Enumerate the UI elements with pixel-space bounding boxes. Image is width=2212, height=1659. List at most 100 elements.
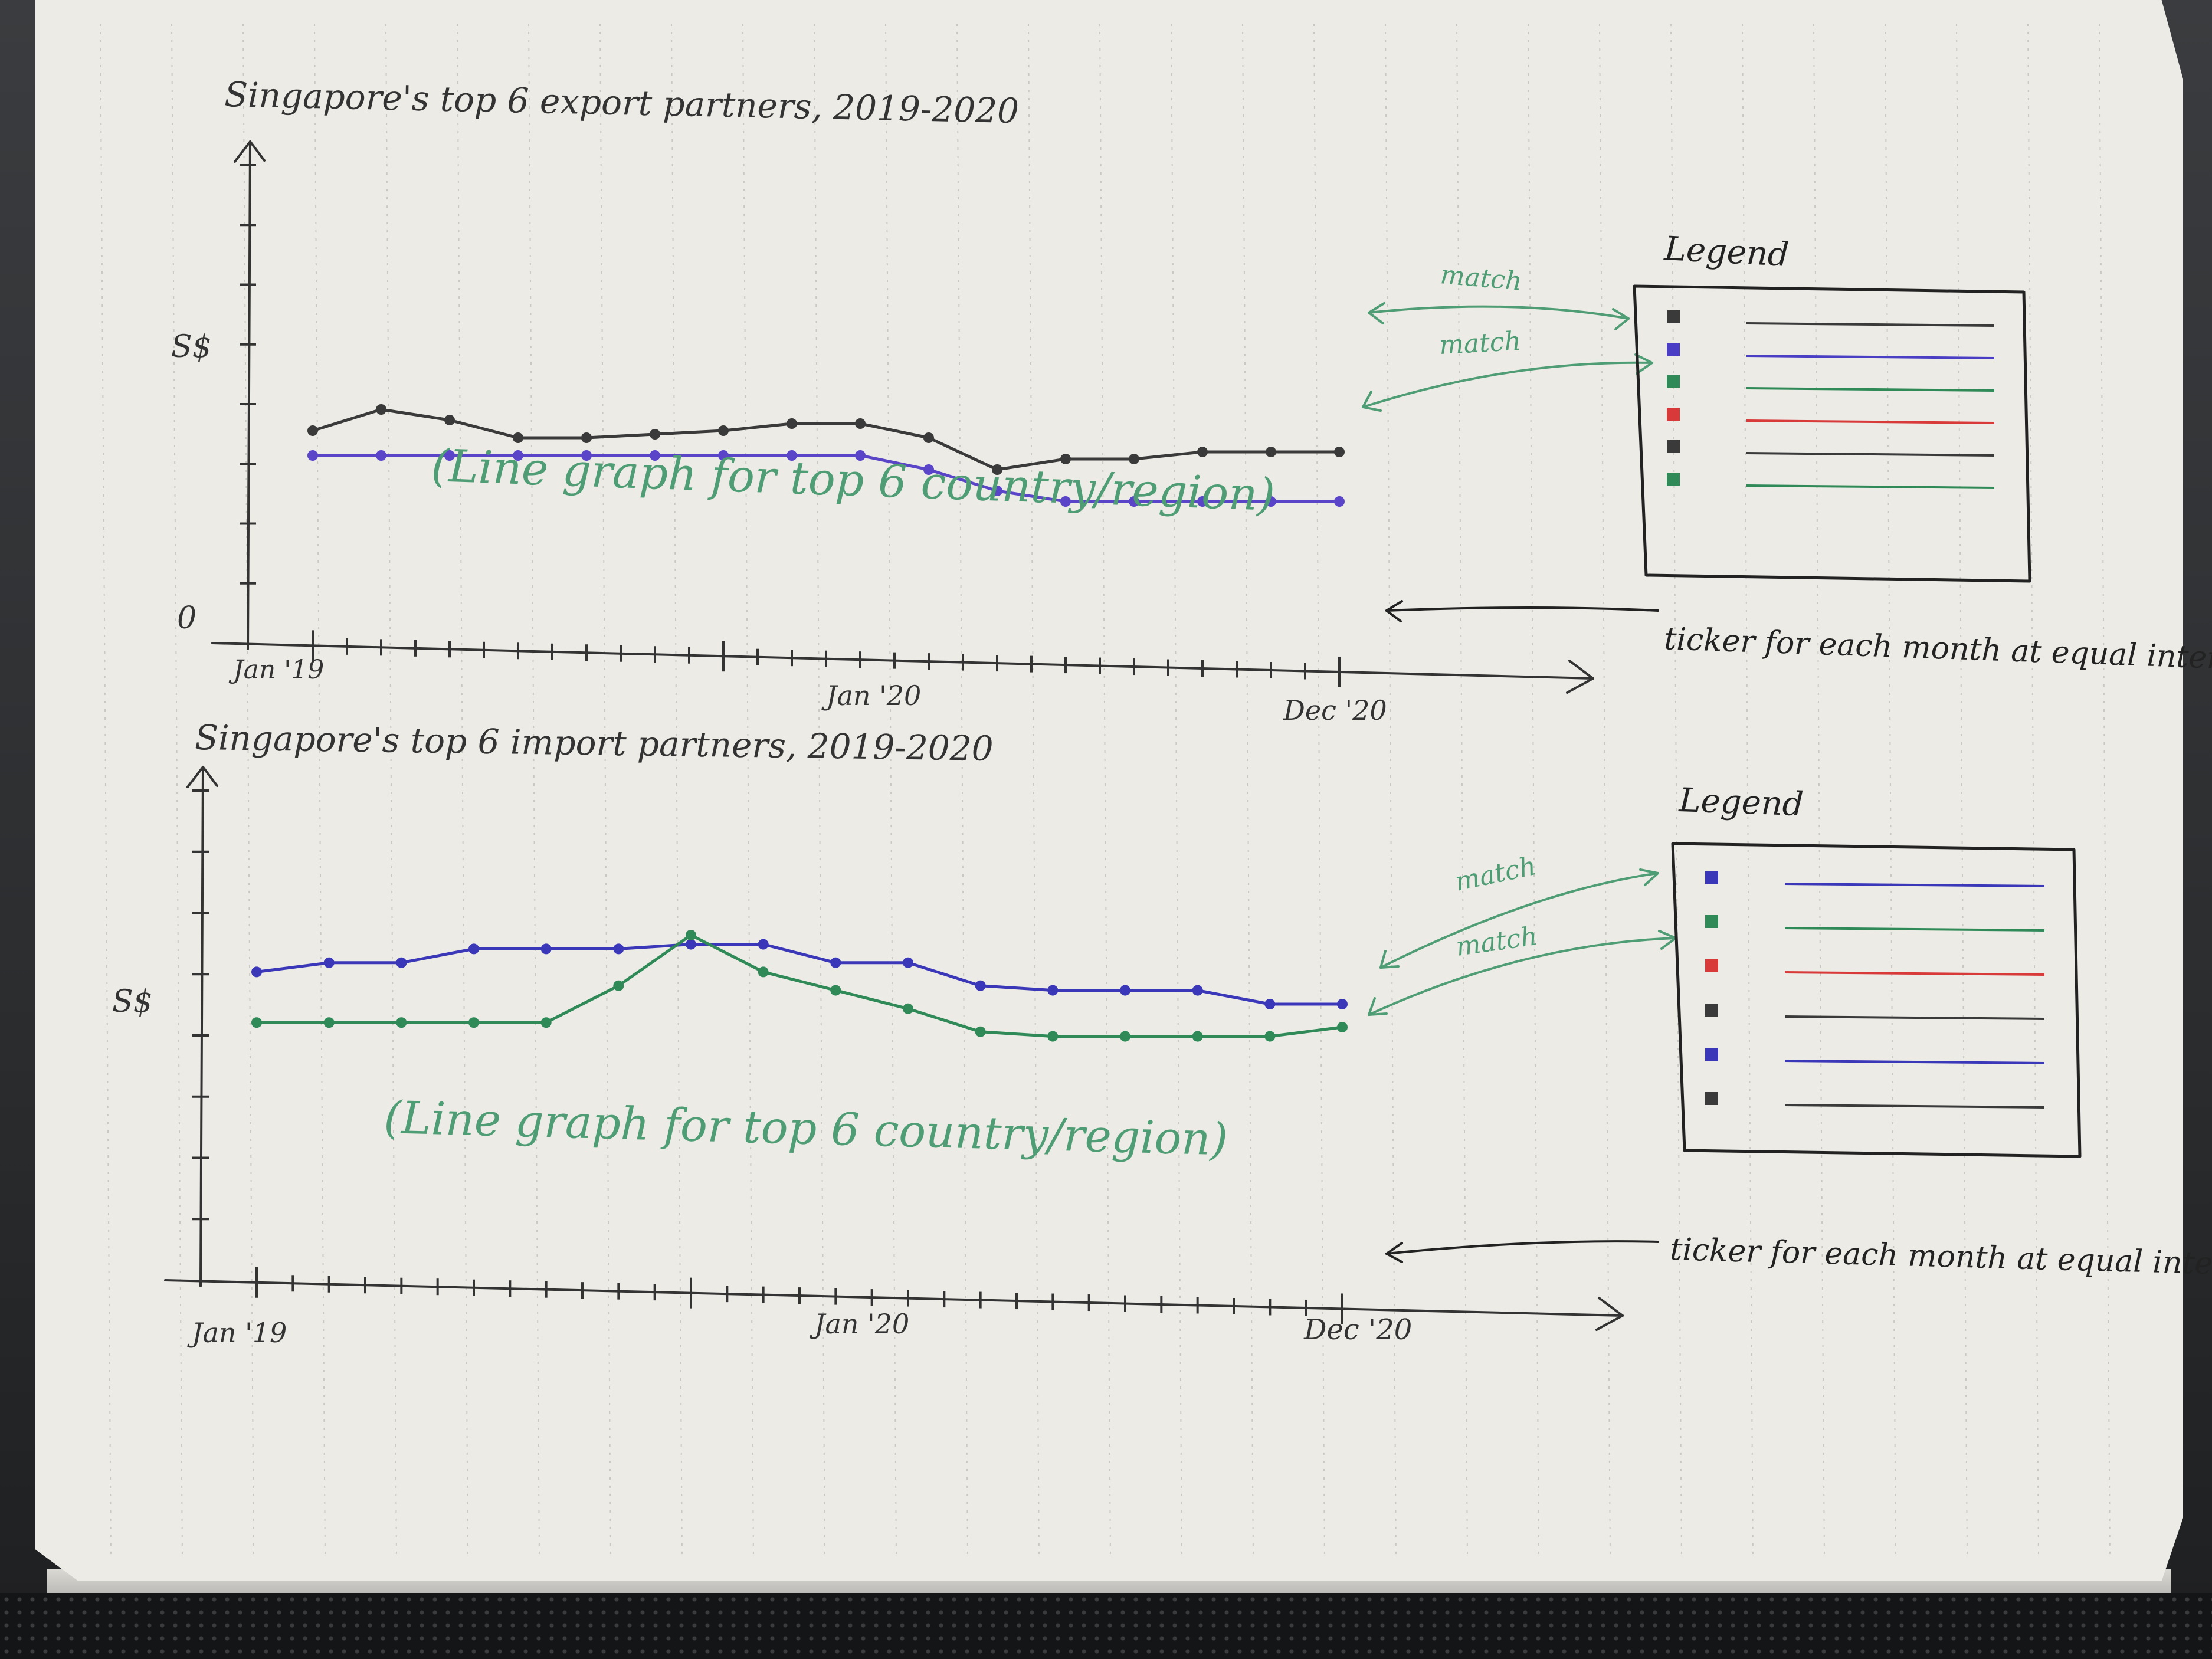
legend-line (1746, 387, 1995, 392)
export-series (307, 404, 1345, 507)
export-ylabel: S$ (171, 329, 212, 365)
legend-swatch (1667, 473, 1680, 486)
data-point-2 (686, 930, 696, 940)
data-point-2 (1334, 496, 1345, 507)
data-point-2 (307, 450, 318, 461)
match-label: match (1439, 260, 1523, 297)
legend-line (1746, 452, 1995, 457)
legend-box (1633, 284, 2031, 583)
data-point-2 (718, 450, 729, 461)
data-point-1 (975, 980, 986, 991)
x-axis (211, 642, 1594, 680)
import-legend-title: Legend (1678, 781, 1804, 824)
ruling-line (100, 23, 112, 1558)
legend-swatch (1705, 1004, 1718, 1017)
data-point-1 (396, 957, 407, 968)
match-label: match (1438, 326, 1522, 360)
data-point-2 (1129, 496, 1139, 507)
ruling-line (385, 23, 397, 1558)
data-point-2 (1047, 1031, 1059, 1042)
page-ruling (100, 23, 2111, 1558)
ticker-note: ticker for each month at equal intervals… (1670, 1232, 2212, 1284)
data-point-1 (1047, 985, 1059, 996)
import-note: (Line graph for top 6 country/region) (384, 1091, 1229, 1165)
y-axis-arrowhead (186, 766, 218, 788)
legend-swatch (1705, 871, 1718, 884)
data-point-2 (758, 966, 769, 978)
legend-line (1746, 419, 1995, 424)
series-line-2 (255, 933, 1344, 1038)
y-axis-arrowhead (234, 140, 266, 163)
data-point-1 (830, 957, 841, 968)
legend-swatch (1667, 310, 1680, 323)
ruling-line (742, 23, 754, 1558)
ruling-line (1813, 23, 1825, 1558)
series-line-1 (255, 943, 1344, 1006)
series-line-2 (311, 454, 1341, 503)
ruling-line (2027, 23, 2039, 1558)
import-x-tick-label: Jan '20 (810, 1308, 909, 1340)
y-axis (247, 140, 251, 650)
data-point-1 (758, 939, 769, 950)
data-point-1 (855, 418, 866, 429)
import-x-tick-label: Jan '19 (187, 1317, 287, 1349)
legend-line (1746, 355, 1995, 359)
legend-line (1784, 927, 2045, 932)
legend-line (1746, 484, 1995, 489)
data-point-2 (923, 464, 934, 475)
import-x-tick-labels: Jan '19 Jan '20 Dec '20 (187, 1308, 1412, 1349)
ruling-line (528, 23, 540, 1558)
ruling-line (1171, 23, 1182, 1558)
legend-line (1784, 1104, 2045, 1109)
import-callouts (1368, 868, 1677, 1016)
legend-swatch (1667, 440, 1680, 453)
match-arrow (1362, 361, 1653, 408)
import-series (251, 930, 1348, 1042)
x-axis (164, 1279, 1624, 1317)
data-point-1 (650, 429, 660, 440)
x-axis-arrowhead (1595, 1297, 1624, 1331)
series-line-1 (311, 408, 1341, 471)
legend-line (1784, 971, 2045, 976)
data-point-1 (1197, 447, 1208, 457)
ruling-line (1956, 23, 1968, 1558)
notebook-page (35, 0, 2183, 1581)
data-point-2 (650, 450, 660, 461)
data-point-1 (323, 957, 335, 968)
data-point-1 (540, 943, 552, 955)
match-arrow (1368, 305, 1630, 320)
data-point-1 (903, 957, 913, 968)
legend-swatch (1667, 343, 1680, 356)
match-arrow (1368, 937, 1677, 1016)
data-point-1 (992, 464, 1002, 475)
export-axes (211, 140, 1594, 694)
export-legend-title: Legend (1663, 229, 1790, 274)
arrowhead (1379, 868, 1659, 969)
import-legend (1671, 842, 2082, 1158)
ticker-arrow (1385, 1240, 1659, 1263)
data-point-2 (787, 450, 797, 461)
ruling-line (171, 23, 183, 1558)
y-axis (199, 766, 204, 1287)
import-ylabel: S$ (112, 984, 153, 1019)
export-callouts (1362, 302, 1653, 412)
data-point-2 (992, 486, 1002, 496)
data-point-1 (307, 425, 318, 436)
data-point-1 (718, 425, 729, 436)
ruling-line (1528, 23, 1539, 1558)
dotted-mat (0, 1593, 2212, 1659)
data-point-1 (923, 432, 934, 443)
ruling-line (1028, 23, 1040, 1558)
legend-swatch (1667, 408, 1680, 421)
data-point-2 (830, 985, 841, 996)
data-point-2 (975, 1026, 986, 1037)
data-point-2 (540, 1017, 552, 1028)
arrowhead (1362, 353, 1653, 412)
import-axes (164, 766, 1624, 1331)
data-point-2 (376, 450, 386, 461)
match-arrow (1379, 872, 1659, 969)
data-point-2 (581, 450, 592, 461)
data-point-1 (1192, 985, 1203, 996)
ruling-line (1099, 23, 1111, 1558)
data-point-2 (1120, 1031, 1130, 1042)
